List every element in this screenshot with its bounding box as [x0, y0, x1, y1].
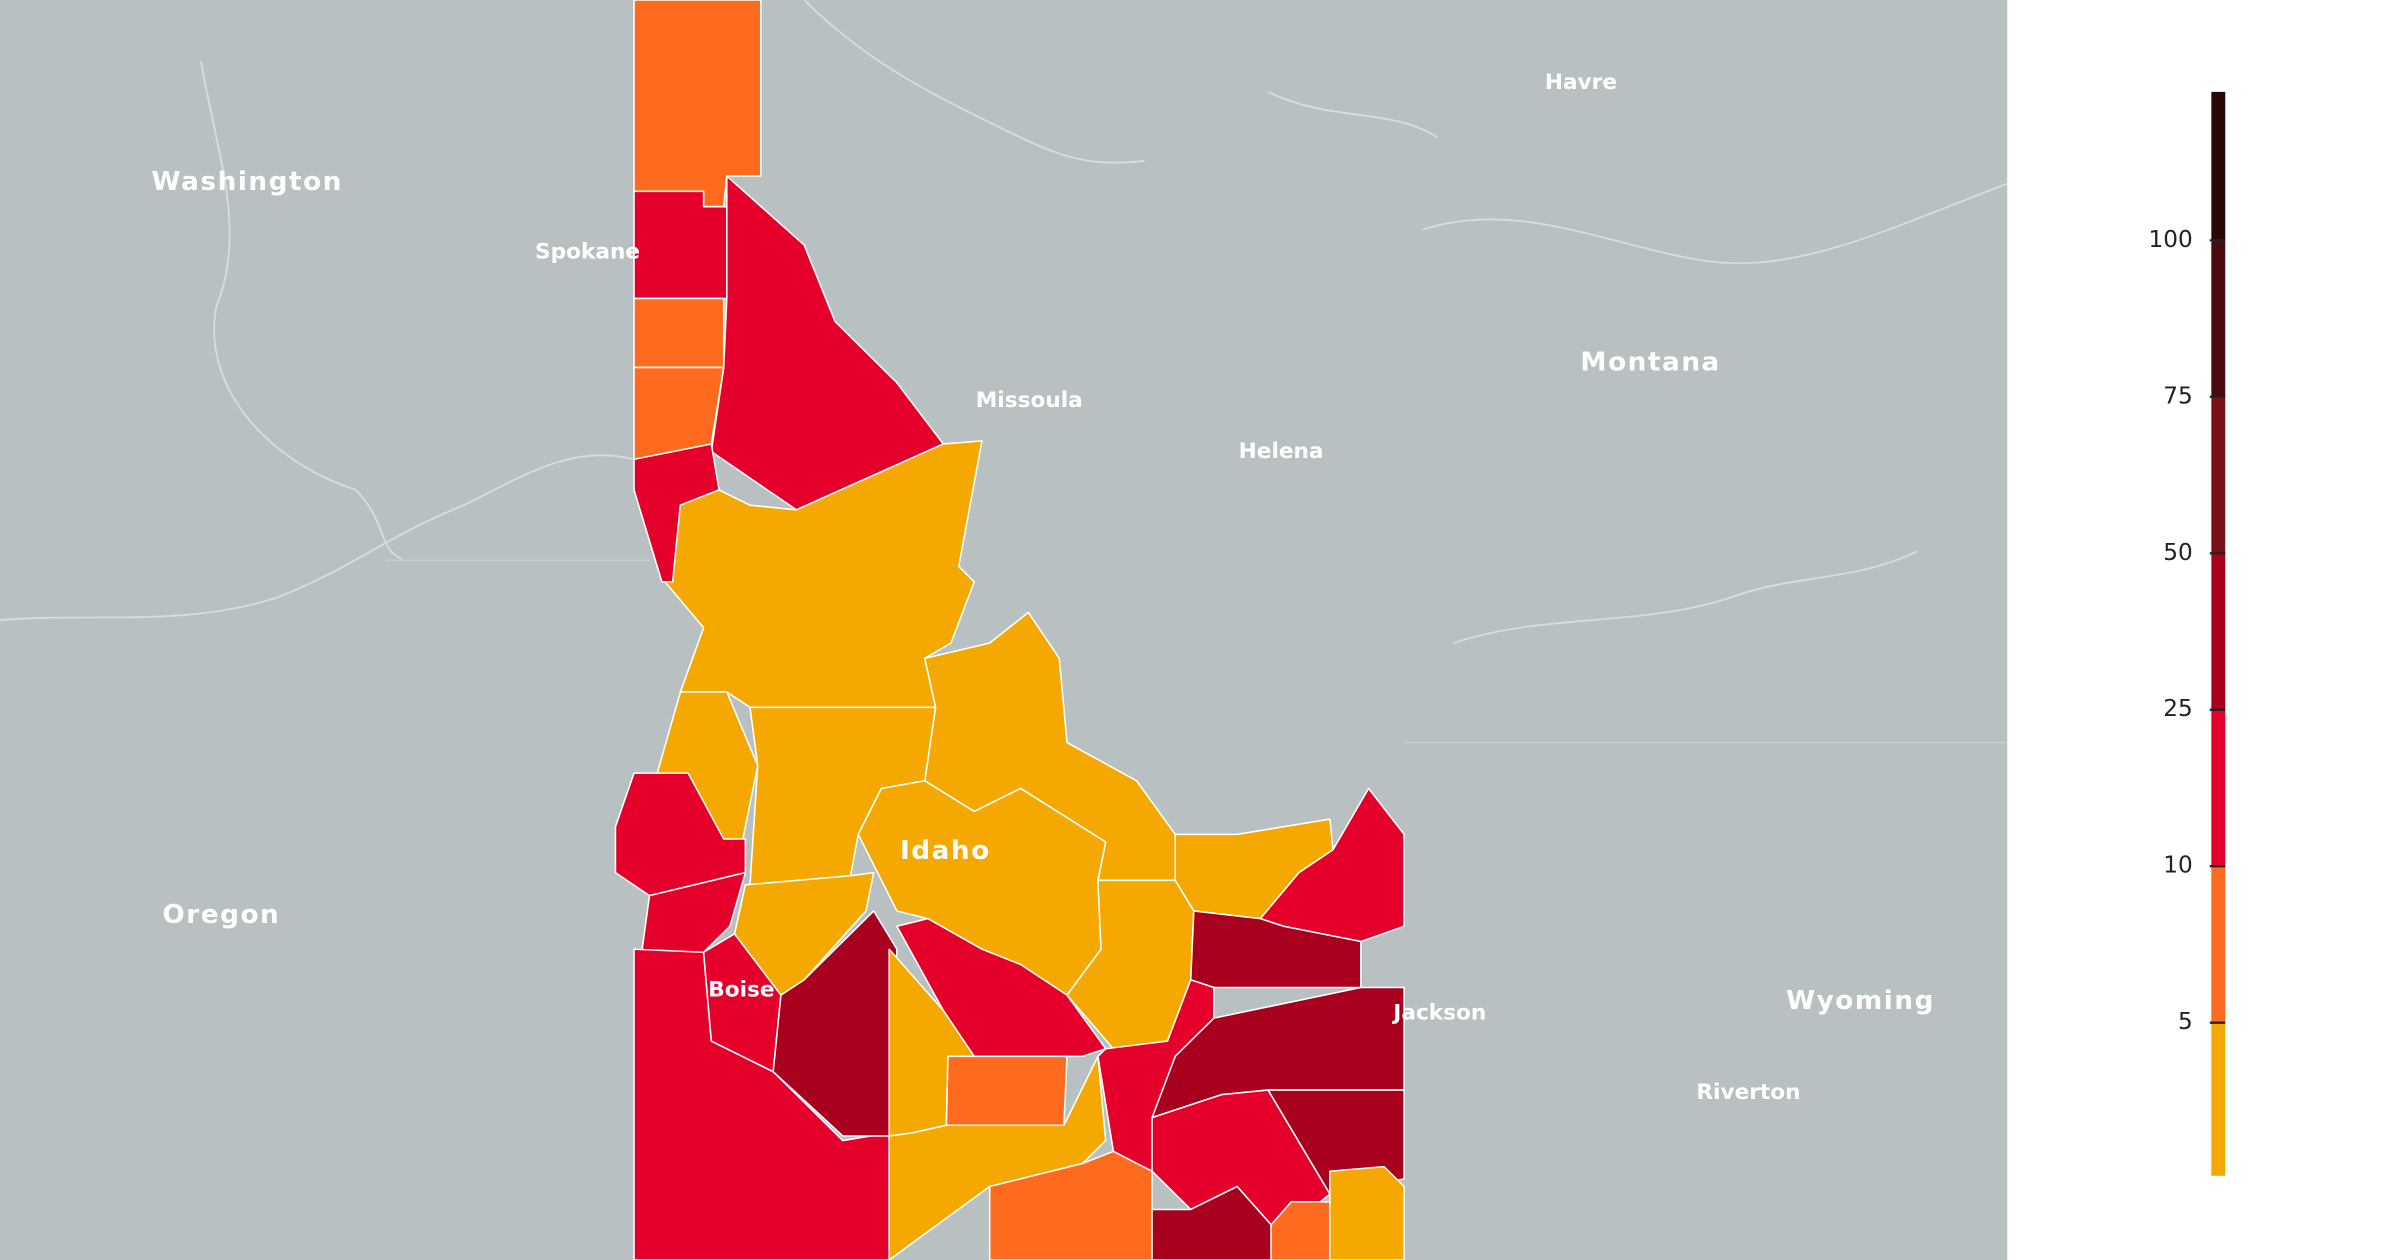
place-label: Boise	[708, 978, 774, 1003]
place-label: Spokane	[535, 240, 640, 265]
legend-band	[2211, 709, 2226, 867]
legend-tick-label: 25	[2163, 696, 2193, 722]
place-label: Wyoming	[1786, 986, 1935, 1016]
legend-band	[2211, 553, 2226, 710]
counties	[614, 0, 1405, 1260]
place-label: Oregon	[162, 900, 280, 930]
place-label: Washington	[152, 167, 343, 197]
legend-tick-label: 5	[2178, 1009, 2193, 1035]
legend: 5 10 25 50 75 100	[2149, 91, 2226, 1176]
legend-tick-label: 100	[2149, 227, 2193, 253]
legend-band	[2211, 240, 2226, 397]
place-label: Riverton	[1696, 1080, 1800, 1105]
place-label: Idaho	[900, 836, 991, 866]
legend-band	[2211, 396, 2226, 554]
place-label: Jackson	[1391, 1001, 1486, 1026]
legend-tick-label: 50	[2163, 540, 2193, 566]
legend-band	[2211, 866, 2226, 1023]
legend-tick-label: 10	[2163, 853, 2193, 879]
rivers	[0, 0, 2008, 644]
legend-band	[2211, 91, 2226, 241]
legend-tick-label: 75	[2163, 383, 2193, 409]
place-labels: Washington Spokane Havre Montana Missoul…	[152, 70, 1935, 1105]
borders	[386, 559, 2008, 744]
place-label: Montana	[1580, 348, 1720, 378]
place-label: Havre	[1545, 70, 1617, 95]
place-label: Helena	[1239, 439, 1324, 464]
place-label: Missoula	[976, 388, 1083, 413]
legend-band	[2211, 1022, 2226, 1176]
